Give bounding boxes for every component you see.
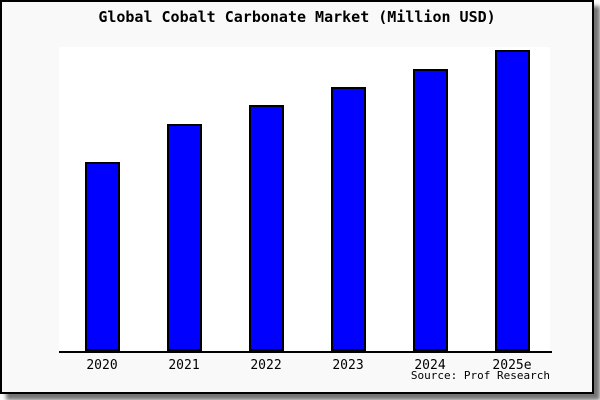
bar-2025e [494,50,530,351]
bar-2024 [412,69,448,351]
source-label: Source: Prof Research [410,369,550,382]
x-axis-line [59,351,552,353]
plot-area [59,47,550,351]
x-tick-label-2025e: 2025e [492,358,532,373]
x-tick-label-2021: 2021 [168,358,200,373]
x-tick-label-2023: 2023 [332,358,364,373]
x-tick-label-2020: 2020 [86,358,118,373]
bar-2021 [166,124,202,351]
bar-2023 [330,87,366,351]
chart-figure: Global Cobalt Carbonate Market (Million … [0,0,594,394]
x-tick-label-2024: 2024 [414,358,446,373]
chart-title: Global Cobalt Carbonate Market (Million … [98,8,496,26]
bar-2020 [84,162,120,351]
x-tick-label-2022: 2022 [250,358,282,373]
bar-2022 [248,105,284,351]
